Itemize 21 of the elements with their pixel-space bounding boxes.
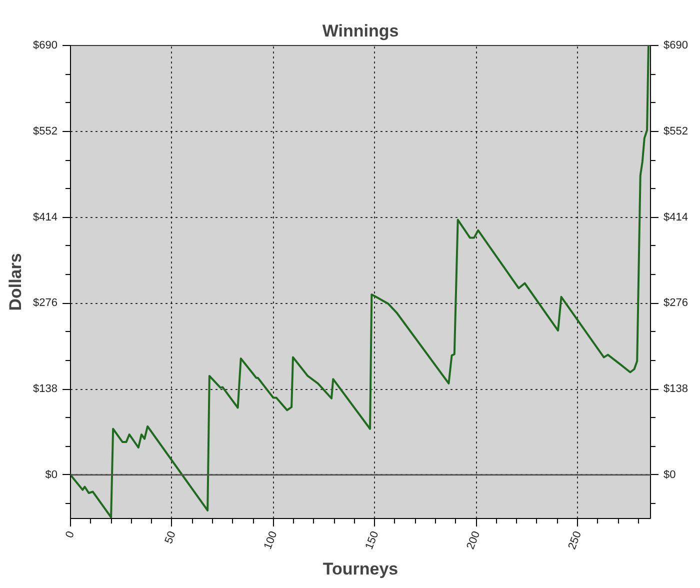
y2-tick-label: $0 [664,468,676,481]
x-tick-label: 100 [262,530,280,552]
y-axis-title: Dollars [6,253,26,311]
x-axis-title: Tourneys [322,560,398,579]
y-tick-label: $276 [33,297,58,310]
y2-tick-label: $552 [664,125,688,138]
x-tick-label: 50 [162,530,178,546]
y-tick-label: $552 [33,125,58,138]
y2-tick-label: $276 [664,297,688,310]
chart-title: Winnings [322,22,399,40]
x-tick-label: 250 [566,530,584,552]
y-tick-label: $414 [33,211,58,224]
x-tick-label: 150 [363,530,382,552]
y-tick-label: $690 [33,40,58,52]
y2-tick-label: $414 [664,211,688,224]
y2-tick-label: $690 [664,40,688,52]
y-tick-label: $138 [33,383,58,396]
x-tick-label: 200 [464,530,483,552]
y2-tick-label: $138 [664,383,688,396]
x-tick-label: 0 [64,530,78,540]
y-tick-label: $0 [45,468,58,481]
